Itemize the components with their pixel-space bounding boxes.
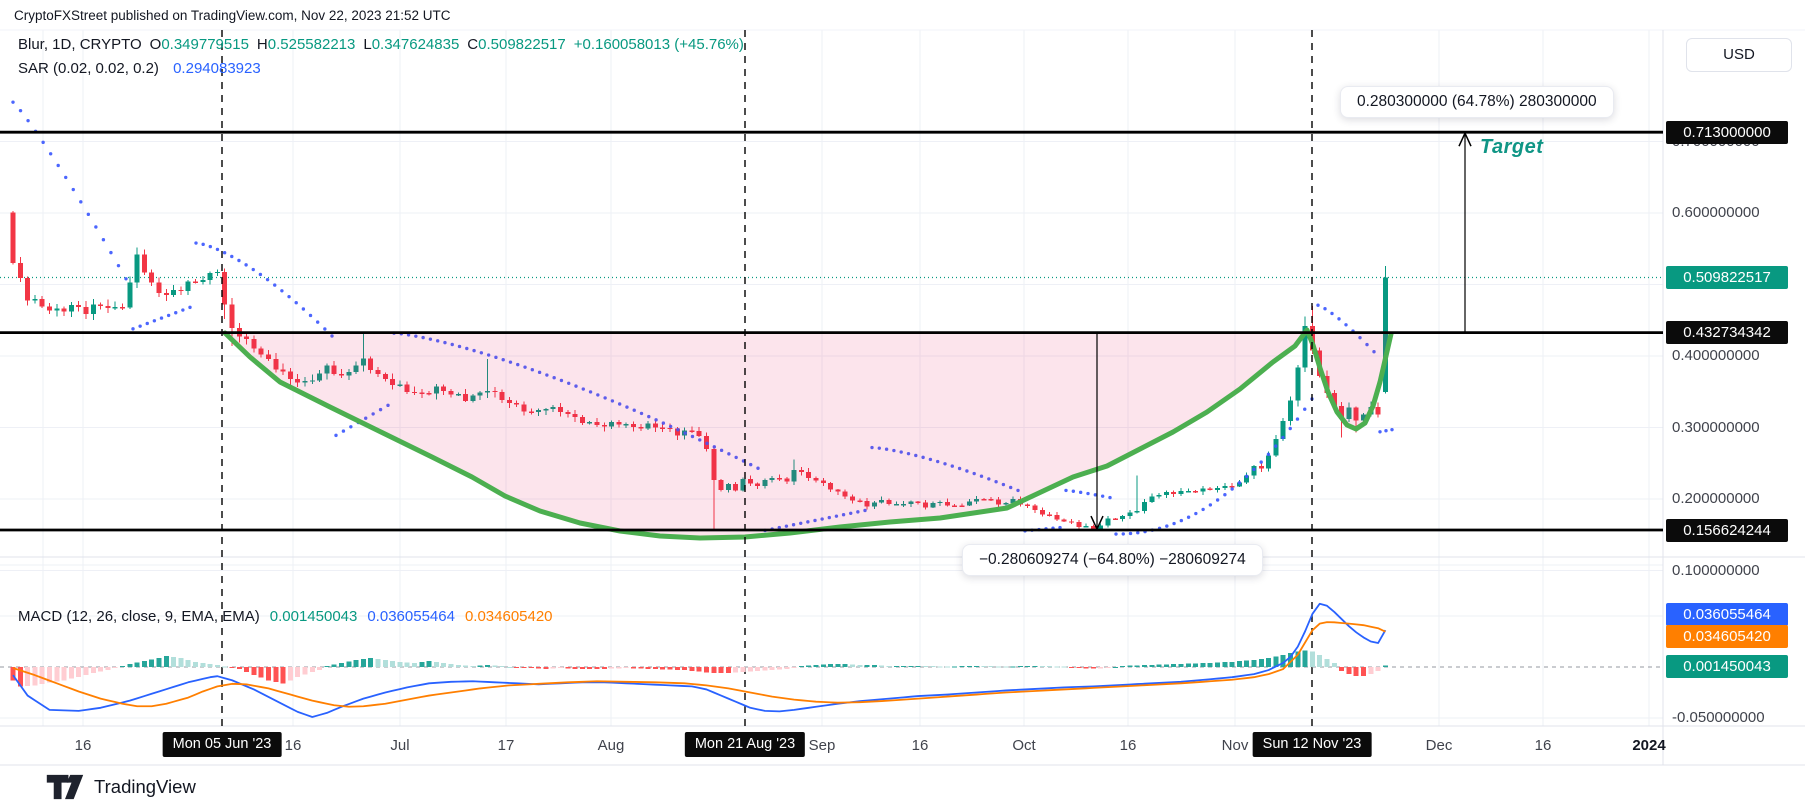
sar-value: 0.294083923 [173,60,261,77]
measure-up-tooltip: 0.280300000 (64.78%) 280300000 [1340,86,1614,118]
time-badge: Sun 12 Nov '23 [1252,732,1372,757]
change-value: +0.160058013 (+45.76%) [573,36,744,53]
time-tick-label: 16 [284,737,302,754]
time-tick-label: 16 [74,737,92,754]
price-tag: 0.509822517 [1666,265,1788,289]
time-tick-label: 16 [1119,737,1137,754]
measure-down-tooltip: −0.280609274 (−64.80%) −280609274 [962,544,1263,576]
symbol-title: Blur, 1D, CRYPTO [18,36,142,53]
macd-name: MACD (12, 26, close, 9, EMA, EMA) [18,608,260,625]
ohlc-pair: C0.509822517 [467,36,566,53]
time-tick-label: Dec [1425,737,1453,754]
ohlc-pair: O0.349779515 [149,36,249,53]
macd-legend[interactable]: MACD (12, 26, close, 9, EMA, EMA) 0.00145… [18,608,553,625]
ohlc-values: O0.349779515 H0.525582213 L0.347624835 C0.5… [142,36,566,53]
price-tag: 0.036055464 [1666,602,1788,626]
price-tick-label: -0.050000000 [1672,709,1765,726]
ohlc-pair: H0.525582213 [256,36,356,53]
time-tick-label: Sep [808,737,836,754]
price-tick-label: 0.200000000 [1672,490,1760,507]
time-tick-label: Oct [1012,737,1036,754]
macd-legend-value: 0.001450043 [269,608,358,625]
price-tick-label: 0.400000000 [1672,347,1760,364]
publish-line: CryptoFXStreet published on TradingView.… [14,8,451,23]
price-tag: 0.034605420 [1666,624,1788,648]
price-tag: 0.001450043 [1666,654,1788,678]
currency-button[interactable]: USD [1686,38,1792,72]
sar-legend[interactable]: SAR (0.02, 0.02, 0.2) 0.294083923 [18,60,261,77]
time-tick-label: Jul [390,737,410,754]
time-tick-label: Aug [597,737,625,754]
macd-legend-value: 0.036055464 [367,608,455,625]
macd-values: 0.001450043 0.036055464 0.034605420 [260,608,553,625]
time-tick-label: 2024 [1632,737,1666,754]
ohlc-pair: L0.347624835 [363,36,460,53]
time-badge: Mon 05 Jun '23 [162,732,282,757]
time-tick-label: 16 [911,737,929,754]
time-tick-label: 17 [497,737,515,754]
price-tick-label: 0.100000000 [1672,561,1760,579]
tradingview-logo-icon [46,774,84,800]
time-tick-label: 16 [1534,737,1552,754]
price-tag: 0.713000000 [1666,120,1788,144]
price-tick-label: 0.300000000 [1672,418,1760,436]
tradingview-logo[interactable]: TradingView [45,772,196,802]
symbol-legend[interactable]: Blur, 1D, CRYPTO O0.349779515 H0.525582213… [18,36,744,53]
price-tick-label: 0.600000000 [1672,204,1760,221]
macd-legend-value: 0.034605420 [464,608,553,625]
price-tag: 0.156624244 [1666,518,1788,542]
time-badge: Mon 21 Aug '23 [684,732,806,757]
time-tick-label: Nov [1221,737,1249,754]
sar-name: SAR (0.02, 0.02, 0.2) [18,60,159,77]
tradingview-logo-text: TradingView [94,776,196,797]
price-tag: 0.432734342 [1666,321,1788,345]
target-label: Target [1480,136,1544,158]
